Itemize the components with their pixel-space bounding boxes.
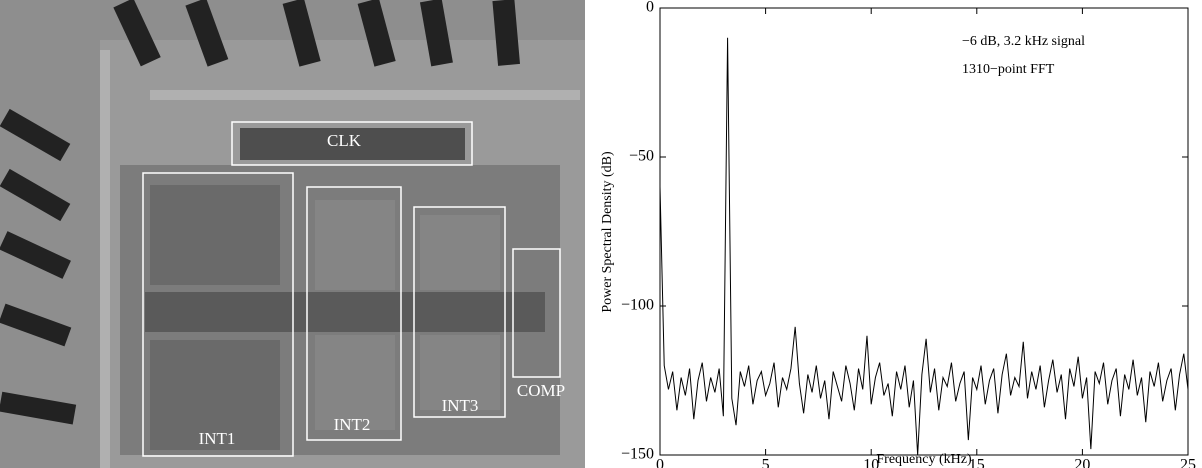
block-box <box>306 186 402 441</box>
annotation: 1310−point FFT <box>962 62 1055 77</box>
y-tick-label: −100 <box>621 297 654 314</box>
plot-frame <box>659 7 1189 456</box>
die-photo: CLK INT1 INT2 INT3 COMP <box>0 0 585 468</box>
block-label: INT2 <box>334 415 371 434</box>
x-tick-label: 25 <box>1180 457 1196 468</box>
x-tick-label: 10 <box>863 457 879 468</box>
y-axis-label: Power Spectral Density (dB) <box>600 151 615 313</box>
psd-line <box>659 37 1189 456</box>
block-label: INT1 <box>199 429 236 448</box>
block-box <box>142 172 294 457</box>
block-box <box>512 248 561 378</box>
psd-chart: Frequency (kHz) Power Spectral Density (… <box>600 0 1196 468</box>
y-tick-label: −150 <box>621 446 654 463</box>
annotation: −6 dB, 3.2 kHz signal <box>962 34 1085 49</box>
x-tick-label: 0 <box>656 457 664 468</box>
block-box <box>231 121 473 166</box>
x-tick-label: 5 <box>762 457 770 468</box>
x-tick-label: 20 <box>1074 457 1090 468</box>
block-label: INT3 <box>442 396 479 415</box>
x-axis-label: Frequency (kHz) <box>876 452 972 467</box>
block-label: COMP <box>517 381 565 400</box>
x-tick-label: 15 <box>969 457 985 468</box>
y-tick-label: −50 <box>629 148 654 165</box>
y-tick-label: 0 <box>646 0 654 16</box>
block-label: CLK <box>327 131 362 150</box>
block-box <box>413 206 506 418</box>
